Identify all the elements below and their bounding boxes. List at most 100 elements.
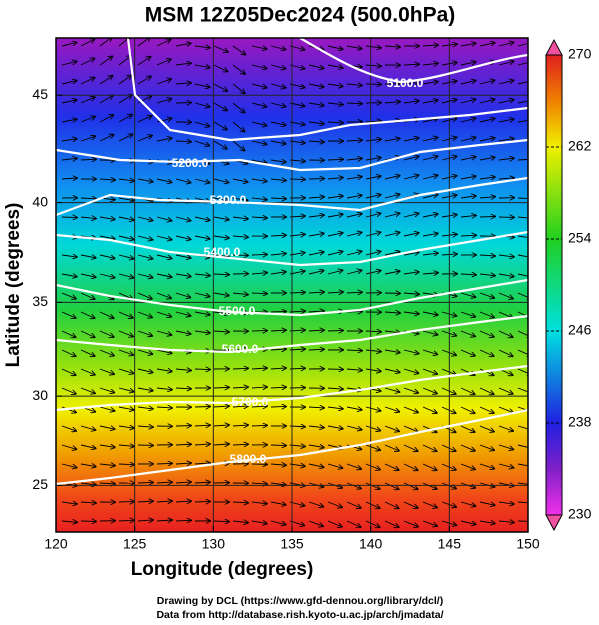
wind-arrow: [517, 81, 528, 85]
wind-arrow: [498, 463, 514, 468]
wind-arrow: [365, 406, 380, 411]
wind-arrow: [365, 121, 381, 122]
wind-arrow: [479, 463, 494, 469]
wind-arrow: [175, 444, 191, 445]
wind-arrow: [498, 274, 514, 277]
contour-line: [56, 230, 528, 267]
wind-arrow: [156, 330, 171, 335]
wind-arrow: [365, 176, 381, 179]
wind-arrow: [213, 178, 229, 183]
wind-arrow: [194, 482, 210, 483]
wind-arrow: [479, 255, 495, 256]
wind-arrow: [308, 64, 324, 68]
wind-arrow: [99, 406, 114, 411]
colorbar-tick-label: 262: [568, 138, 592, 154]
wind-arrow: [251, 293, 267, 294]
wind-arrow: [365, 350, 381, 352]
wind-arrow: [327, 84, 343, 86]
wind-arrow: [232, 236, 248, 237]
wind-arrow: [80, 330, 95, 337]
wind-arrow: [422, 273, 438, 274]
wind-arrow: [194, 65, 210, 68]
wind-arrow: [61, 502, 77, 504]
wind-arrow: [422, 368, 437, 374]
wind-arrow: [403, 482, 418, 489]
wind-arrow: [346, 270, 362, 275]
wind-arrow: [213, 102, 227, 110]
wind-arrow: [422, 387, 437, 394]
wind-arrow: [61, 61, 77, 66]
wind-arrow: [156, 292, 171, 298]
wind-arrow: [270, 235, 286, 236]
wind-arrow: [384, 501, 399, 508]
wind-arrow: [118, 95, 132, 104]
wind-arrow: [156, 216, 172, 221]
wind-arrow: [460, 118, 476, 123]
wind-arrow: [213, 425, 229, 426]
wind-arrow: [517, 349, 528, 356]
wind-arrow: [175, 235, 191, 239]
wind-arrow: [80, 387, 95, 393]
wind-arrow: [460, 501, 475, 506]
wind-arrow: [61, 521, 77, 522]
wind-arrow: [365, 331, 381, 332]
wind-arrow: [213, 121, 227, 130]
wind-arrow: [194, 102, 210, 107]
wind-arrow: [270, 445, 286, 446]
wind-arrow: [270, 83, 286, 88]
wind-arrow: [156, 311, 171, 317]
wind-arrow: [365, 271, 381, 275]
wind-arrow: [251, 102, 267, 107]
wind-arrow: [99, 426, 115, 429]
wind-arrow: [251, 521, 267, 524]
wind-arrow: [213, 236, 229, 238]
wind-arrow: [99, 387, 114, 393]
wind-arrow: [327, 159, 343, 160]
wind-arrow: [498, 521, 514, 522]
wind-arrow: [118, 134, 132, 142]
wind-arrow: [403, 293, 419, 294]
wind-arrow: [479, 138, 495, 141]
wind-arrow: [346, 350, 362, 351]
wind-arrow: [156, 254, 172, 258]
wind-arrow: [270, 198, 286, 199]
wind-arrow: [270, 272, 286, 274]
wind-arrow: [384, 520, 399, 527]
wind-arrow: [403, 233, 419, 237]
wind-arrow: [61, 463, 77, 468]
wind-arrow: [118, 368, 133, 373]
wind-arrow: [118, 217, 134, 220]
wind-arrow: [270, 406, 286, 407]
wind-arrow: [422, 501, 437, 508]
wind-arrow: [441, 406, 456, 413]
wind-arrow: [479, 406, 494, 413]
wind-arrow: [99, 464, 115, 466]
wind-arrow: [213, 64, 228, 71]
wind-arrow: [270, 102, 286, 107]
wind-arrow: [384, 102, 400, 103]
contour-label: 5700.0: [232, 395, 269, 409]
wind-arrow: [327, 463, 342, 468]
wind-arrow: [403, 463, 418, 470]
contour-line: [56, 408, 528, 486]
wind-arrow: [422, 195, 438, 199]
wind-arrow: [99, 349, 114, 356]
wind-arrow: [517, 273, 528, 277]
wind-arrow: [99, 330, 114, 337]
wind-arrow: [479, 387, 494, 394]
wind-arrow: [365, 463, 380, 470]
contour-label: 5100.0: [387, 76, 424, 90]
wind-arrow: [498, 406, 513, 413]
wind-arrow: [61, 349, 76, 356]
wind-arrow: [80, 217, 96, 219]
wind-arrow: [403, 175, 419, 180]
wind-arrow: [80, 58, 94, 66]
wind-arrow: [137, 254, 153, 259]
colorbar-tick-label: 254: [568, 230, 592, 246]
wind-arrow: [118, 273, 134, 278]
wind-arrow: [517, 311, 528, 318]
wind-arrow: [460, 425, 475, 432]
wind-arrow: [213, 197, 229, 201]
wind-arrow: [327, 388, 343, 389]
wind-arrow: [498, 139, 514, 141]
